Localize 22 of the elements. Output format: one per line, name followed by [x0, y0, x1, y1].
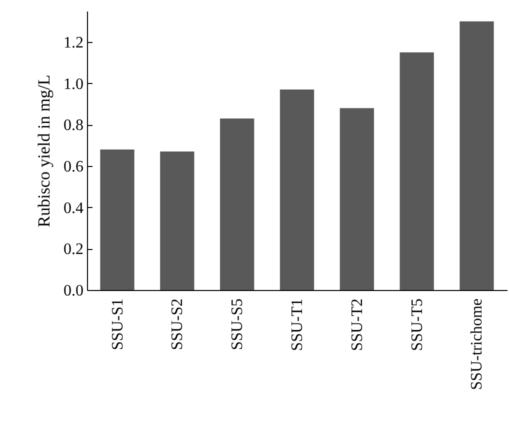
y-tick-label: 0.0: [64, 282, 84, 300]
x-tick-label: SSU-T1: [289, 298, 306, 351]
y-tick-label: 1.0: [64, 76, 84, 93]
x-tick-label: SSU-S1: [109, 298, 126, 350]
y-tick-label: 0.8: [64, 117, 84, 134]
bar: [460, 21, 494, 290]
x-tick-label: SSU-S5: [229, 298, 246, 350]
y-tick-label: 1.2: [64, 34, 84, 52]
bar: [160, 152, 194, 290]
y-axis-title: Rubisco yield in mg/L: [34, 74, 54, 228]
x-tick-label: SSU-S2: [169, 298, 186, 350]
y-tick-label: 0.4: [64, 200, 84, 217]
bar: [100, 149, 134, 290]
x-tick-label: SSU-T2: [348, 298, 366, 351]
x-tick-label: SSU-T5: [408, 298, 426, 351]
bar: [340, 108, 374, 290]
y-tick-label: 0.2: [64, 241, 84, 258]
bar: [400, 52, 434, 290]
x-tick-label: SSU-trichome: [468, 298, 486, 390]
y-tick-label: 0.6: [64, 158, 84, 176]
bar: [220, 118, 254, 290]
bar: [280, 90, 314, 290]
